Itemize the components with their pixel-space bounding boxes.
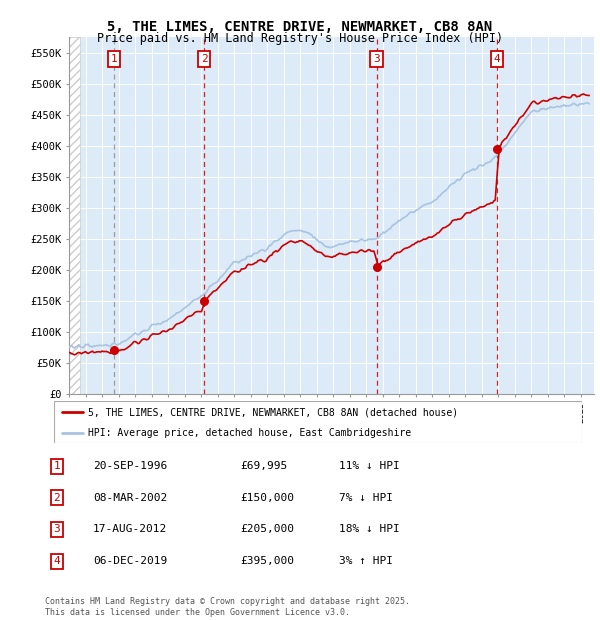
Text: 3: 3 xyxy=(373,54,380,64)
Text: 1: 1 xyxy=(110,54,117,64)
Text: 11% ↓ HPI: 11% ↓ HPI xyxy=(339,461,400,471)
Text: £150,000: £150,000 xyxy=(240,493,294,503)
Text: 7% ↓ HPI: 7% ↓ HPI xyxy=(339,493,393,503)
Text: £69,995: £69,995 xyxy=(240,461,287,471)
Text: 5, THE LIMES, CENTRE DRIVE, NEWMARKET, CB8 8AN (detached house): 5, THE LIMES, CENTRE DRIVE, NEWMARKET, C… xyxy=(88,407,458,417)
Text: 06-DEC-2019: 06-DEC-2019 xyxy=(93,556,167,566)
Text: £395,000: £395,000 xyxy=(240,556,294,566)
Text: 18% ↓ HPI: 18% ↓ HPI xyxy=(339,525,400,534)
Text: 5, THE LIMES, CENTRE DRIVE, NEWMARKET, CB8 8AN: 5, THE LIMES, CENTRE DRIVE, NEWMARKET, C… xyxy=(107,20,493,35)
Text: 2: 2 xyxy=(53,493,61,503)
Text: 17-AUG-2012: 17-AUG-2012 xyxy=(93,525,167,534)
Text: 1: 1 xyxy=(53,461,61,471)
Text: Price paid vs. HM Land Registry's House Price Index (HPI): Price paid vs. HM Land Registry's House … xyxy=(97,32,503,45)
Text: £205,000: £205,000 xyxy=(240,525,294,534)
Text: 08-MAR-2002: 08-MAR-2002 xyxy=(93,493,167,503)
Text: 3% ↑ HPI: 3% ↑ HPI xyxy=(339,556,393,566)
Text: 20-SEP-1996: 20-SEP-1996 xyxy=(93,461,167,471)
Text: 4: 4 xyxy=(53,556,61,566)
Text: HPI: Average price, detached house, East Cambridgeshire: HPI: Average price, detached house, East… xyxy=(88,428,412,438)
Text: 2: 2 xyxy=(200,54,208,64)
Text: 4: 4 xyxy=(494,54,500,64)
Text: 3: 3 xyxy=(53,525,61,534)
Text: Contains HM Land Registry data © Crown copyright and database right 2025.
This d: Contains HM Land Registry data © Crown c… xyxy=(45,598,410,617)
